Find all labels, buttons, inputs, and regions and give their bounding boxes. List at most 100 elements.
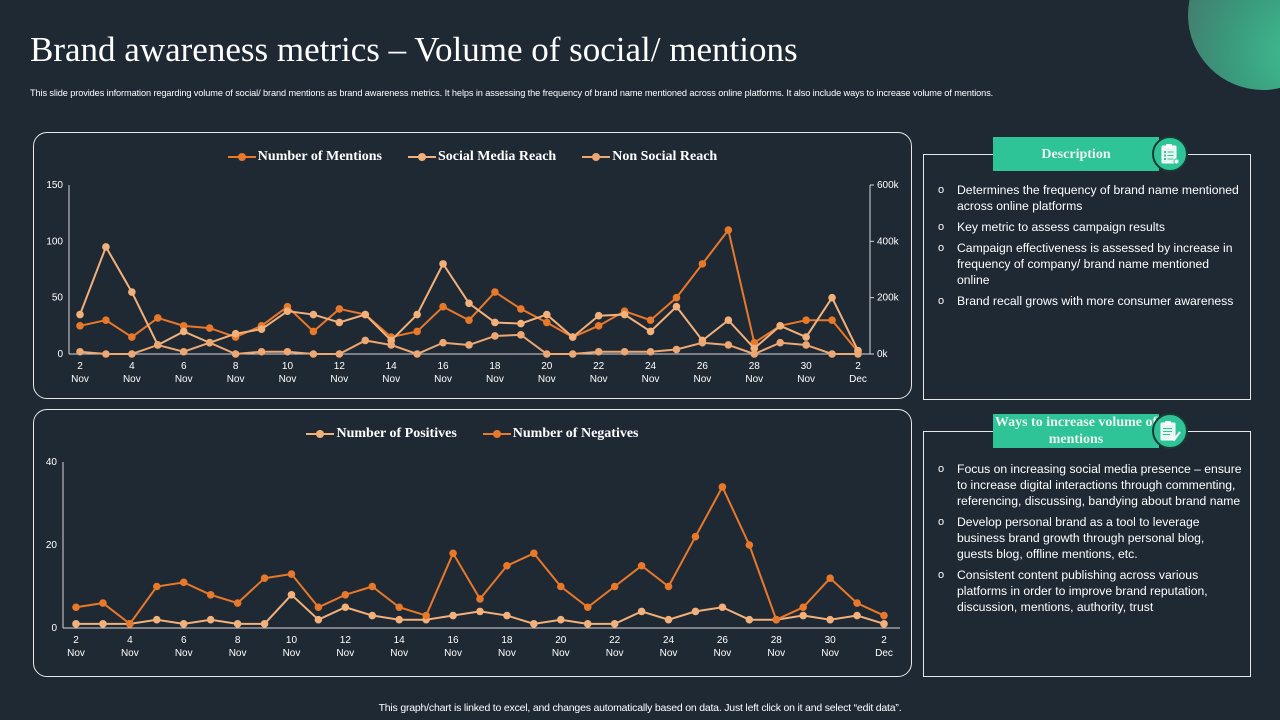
ways-item: o Consistent content publishing across va… (938, 567, 1243, 615)
data-point (491, 288, 499, 296)
x-tick-label-month: Nov (390, 648, 408, 659)
data-point (776, 322, 784, 330)
x-tick-label-month: Nov (660, 648, 678, 659)
legend-swatch-social-media-reach (407, 152, 436, 162)
x-tick-label-month: Nov (745, 374, 763, 385)
data-point (465, 341, 473, 349)
data-point (637, 561, 646, 570)
data-point (802, 333, 810, 341)
description-item: o Brand recall grows with more consumer a… (938, 293, 1243, 309)
mentions-chart-panel[interactable]: 0 50 100 150 0k 200k 400k 600k 2 Nov 4 Nov 6 Nov 8 Nov 1… (33, 132, 912, 399)
x-tick-label-month: Nov (767, 648, 785, 659)
data-point (828, 350, 836, 358)
data-point (698, 338, 707, 347)
data-point (153, 582, 161, 591)
data-point (880, 620, 888, 628)
x-tick-label-month: Nov (797, 374, 815, 385)
description-badge: Description (993, 137, 1159, 171)
data-point (724, 316, 733, 324)
data-point (828, 293, 836, 302)
data-point (413, 310, 421, 319)
x-tick-label-month: Nov (330, 374, 348, 385)
data-point (476, 595, 484, 603)
data-point (772, 615, 781, 624)
data-point (154, 314, 162, 322)
legend-swatch-non-social-reach (582, 152, 611, 162)
data-point (231, 350, 240, 358)
data-point (517, 305, 525, 313)
page-title: Brand awareness metrics – Volume of soci… (30, 30, 798, 69)
x-tick-label-day: 26 (717, 635, 729, 646)
y2-tick-label: 200k (877, 293, 900, 304)
data-point (309, 350, 318, 358)
data-point (465, 299, 473, 308)
description-item: o Campaign effectiveness is assessed by i… (938, 240, 1243, 288)
data-point (594, 311, 603, 320)
data-point (341, 591, 350, 599)
x-tick-label-day: 8 (235, 635, 241, 646)
mentions-chart-legend: Number of Mentions Social Media Reach No… (34, 149, 911, 165)
data-point (854, 350, 862, 358)
sentiment-chart[interactable]: 0 20 40 2 Nov 4 Nov 6 Nov 8 Nov 10 Nov 12 Nov 14 Nov 16 No… (34, 410, 913, 678)
legend-label: Social Media Reach (437, 149, 557, 164)
legend-swatch-negatives (482, 429, 511, 439)
series-number-of-negatives (72, 483, 888, 628)
x-tick-label-day: 20 (541, 361, 553, 372)
data-point (179, 347, 188, 356)
data-point (583, 620, 592, 628)
description-item-text: Key metric to assess campaign results (957, 220, 1165, 234)
mentions-chart[interactable]: 0 50 100 150 0k 200k 400k 600k 2 Nov 4 Nov 6 Nov 8 Nov 1… (34, 133, 913, 400)
x-tick-label-month: Nov (434, 374, 452, 385)
description-item-text: Determines the frequency of brand name m… (957, 183, 1239, 213)
x-tick-label-day: 10 (282, 361, 294, 372)
y-tick-label: 0 (51, 623, 57, 634)
ways-badge: Ways to increase volume of mentions (993, 414, 1159, 448)
legend-item-negatives: Number of Negatives (482, 426, 639, 442)
data-point (594, 347, 603, 356)
data-point (335, 305, 344, 313)
sentiment-chart-panel[interactable]: 0 20 40 2 Nov 4 Nov 6 Nov 8 Nov 10 Nov 12 Nov 14 Nov 16 No… (33, 409, 912, 677)
x-tick-label-month: Nov (694, 374, 712, 385)
x-tick-label-day: 30 (801, 361, 813, 372)
x-tick-label-month: Nov (175, 648, 193, 659)
bullet-marker: o (938, 516, 945, 528)
data-point (387, 341, 396, 349)
x-tick-label-month: Nov (486, 374, 504, 385)
legend-label: Number of Negatives (512, 426, 639, 441)
data-point (128, 333, 136, 341)
data-point (179, 578, 188, 587)
series-line (79, 244, 859, 352)
data-point (664, 615, 673, 624)
x-tick-label-month: Nov (642, 374, 660, 385)
data-point (449, 549, 457, 558)
data-point (154, 341, 162, 349)
x-tick-label-day: 8 (233, 361, 239, 372)
x-tick-label-day: 18 (489, 361, 501, 372)
y2-tick-label: 400k (877, 236, 900, 247)
data-point (503, 561, 511, 570)
data-point (335, 350, 344, 358)
x-tick-label-day: 12 (334, 361, 346, 372)
description-item: o Key metric to assess campaign results (938, 219, 1243, 235)
data-point (126, 620, 134, 628)
description-item-text: Campaign effectiveness is assessed by in… (957, 241, 1233, 287)
data-point (231, 329, 240, 338)
data-point (341, 603, 350, 612)
data-point (72, 603, 80, 612)
legend-label: Number of Mentions (257, 149, 382, 164)
ways-item-text: Develop personal brand as a tool to leve… (957, 515, 1205, 561)
y-tick-label: 20 (46, 540, 58, 551)
data-point (413, 327, 421, 336)
data-point (517, 319, 525, 328)
bullet-marker: o (938, 569, 945, 581)
data-point (503, 611, 511, 620)
data-point (283, 347, 292, 356)
data-point (283, 307, 292, 315)
data-point (309, 327, 318, 336)
data-point (422, 611, 430, 620)
data-point (557, 615, 565, 624)
ways-title: Ways to increase volume of mentions (994, 415, 1158, 447)
legend-item-social-media-reach: Social Media Reach (407, 149, 557, 165)
y2-tick-label: 0k (877, 349, 889, 360)
data-point (368, 582, 377, 591)
